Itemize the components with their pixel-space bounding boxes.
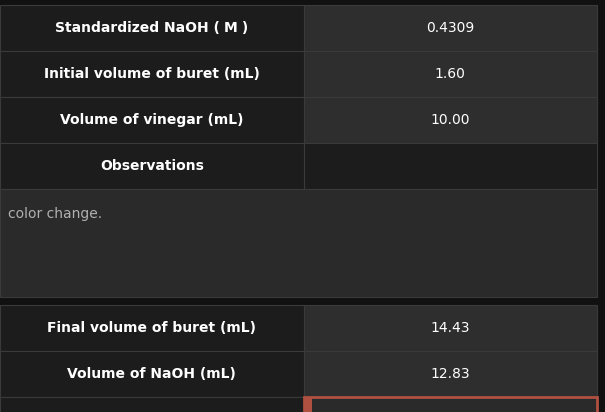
Bar	[304, 351, 597, 397]
Bar	[0, 189, 597, 297]
Bar	[0, 51, 304, 97]
Bar	[0, 143, 304, 189]
Bar	[304, 5, 597, 51]
Bar	[0, 397, 304, 412]
Text: 0.4309: 0.4309	[427, 21, 474, 35]
Text: Molarity of acetic acid ($\bfit{M}$): Molarity of acetic acid ($\bfit{M}$)	[49, 411, 255, 412]
Bar	[304, 143, 597, 189]
Text: 1.60: 1.60	[435, 67, 466, 81]
Bar	[0, 351, 304, 397]
Text: 14.43: 14.43	[431, 321, 470, 335]
Text: Initial volume of buret (mL): Initial volume of buret (mL)	[44, 67, 260, 81]
Text: Final volume of buret (mL): Final volume of buret (mL)	[47, 321, 257, 335]
Text: Volume of vinegar (mL): Volume of vinegar (mL)	[60, 113, 244, 127]
Text: color change.: color change.	[8, 207, 102, 221]
Bar	[304, 51, 597, 97]
Bar	[304, 97, 597, 143]
Text: Volume of NaOH (mL): Volume of NaOH (mL)	[67, 367, 237, 381]
Bar	[304, 305, 597, 351]
Bar	[304, 397, 597, 412]
Bar	[0, 305, 304, 351]
Bar	[0, 5, 304, 51]
Bar	[0, 97, 304, 143]
Text: Observations: Observations	[100, 159, 204, 173]
Text: 12.83: 12.83	[431, 367, 470, 381]
Text: Standardized NaOH (  M  ): Standardized NaOH ( M )	[55, 21, 249, 35]
Text: 10.00: 10.00	[431, 113, 470, 127]
Bar	[304, 397, 312, 412]
